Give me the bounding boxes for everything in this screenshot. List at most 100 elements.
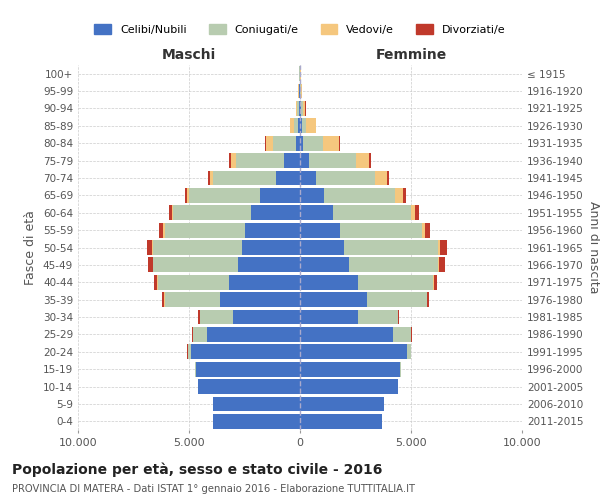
Bar [300,240,344,255]
Bar [407,344,411,359]
Bar [274,136,296,150]
Bar [164,222,245,238]
Bar [422,222,425,238]
Bar [266,136,274,150]
Bar [300,136,304,150]
Bar [192,327,193,342]
Bar [300,275,358,289]
Bar [300,344,407,359]
Bar [340,222,422,238]
Bar [386,170,389,186]
Bar [300,396,385,411]
Bar [300,170,316,186]
Bar [296,101,297,116]
Y-axis label: Anni di nascita: Anni di nascita [587,201,600,294]
Bar [245,222,300,238]
Bar [437,258,439,272]
Text: Maschi: Maschi [162,48,216,62]
Bar [159,222,163,238]
Text: Popolazione per età, sesso e stato civile - 2016: Popolazione per età, sesso e stato civil… [12,462,382,477]
Bar [220,292,300,307]
Text: PROVINCIA DI MATERA - Dati ISTAT 1° gennaio 2016 - Elaborazione TUTTITALIA.IT: PROVINCIA DI MATERA - Dati ISTAT 1° genn… [12,484,415,494]
Bar [193,327,207,342]
Bar [300,310,358,324]
Bar [299,101,300,116]
Bar [300,153,309,168]
Bar [437,240,440,255]
Bar [300,118,302,133]
Bar [154,275,157,289]
Legend: Celibi/Nubili, Coniugati/e, Vedovi/e, Divorziati/e: Celibi/Nubili, Coniugati/e, Vedovi/e, Di… [90,20,510,39]
Bar [169,206,172,220]
Bar [434,275,437,289]
Bar [358,310,398,324]
Bar [173,206,251,220]
Bar [300,258,349,272]
Bar [301,101,302,116]
Bar [299,84,300,98]
Bar [376,170,386,186]
Bar [284,153,300,168]
Bar [200,310,233,324]
Bar [300,414,382,428]
Bar [411,206,415,220]
Bar [251,206,300,220]
Bar [164,292,220,307]
Bar [172,206,173,220]
Y-axis label: Fasce di età: Fasce di età [25,210,37,285]
Bar [229,275,300,289]
Bar [158,275,229,289]
Bar [300,292,367,307]
Bar [369,153,371,168]
Text: Femmine: Femmine [376,48,446,62]
Bar [294,118,298,133]
Bar [427,292,429,307]
Bar [296,136,300,150]
Bar [300,206,334,220]
Bar [195,362,196,376]
Bar [242,240,300,255]
Bar [198,310,200,324]
Bar [398,310,400,324]
Bar [411,327,412,342]
Bar [147,240,152,255]
Bar [439,258,445,272]
Bar [425,222,430,238]
Bar [233,310,300,324]
Bar [265,136,266,150]
Bar [309,153,355,168]
Bar [300,379,398,394]
Bar [440,240,446,255]
Bar [433,275,434,289]
Bar [325,188,395,202]
Bar [198,379,300,394]
Bar [231,153,236,168]
Bar [301,84,302,98]
Bar [210,170,214,186]
Bar [208,170,210,186]
Bar [196,362,300,376]
Bar [188,344,191,359]
Bar [189,188,260,202]
Bar [304,136,323,150]
Bar [152,258,154,272]
Bar [148,258,152,272]
Bar [162,292,164,307]
Bar [316,170,376,186]
Bar [395,188,403,202]
Bar [334,206,411,220]
Bar [300,101,301,116]
Bar [300,222,340,238]
Bar [349,258,437,272]
Bar [302,101,305,116]
Bar [300,188,325,202]
Bar [260,188,300,202]
Bar [214,170,275,186]
Bar [358,275,433,289]
Bar [229,153,231,168]
Bar [415,206,419,220]
Bar [236,153,284,168]
Bar [339,136,340,150]
Bar [214,396,300,411]
Bar [154,258,238,272]
